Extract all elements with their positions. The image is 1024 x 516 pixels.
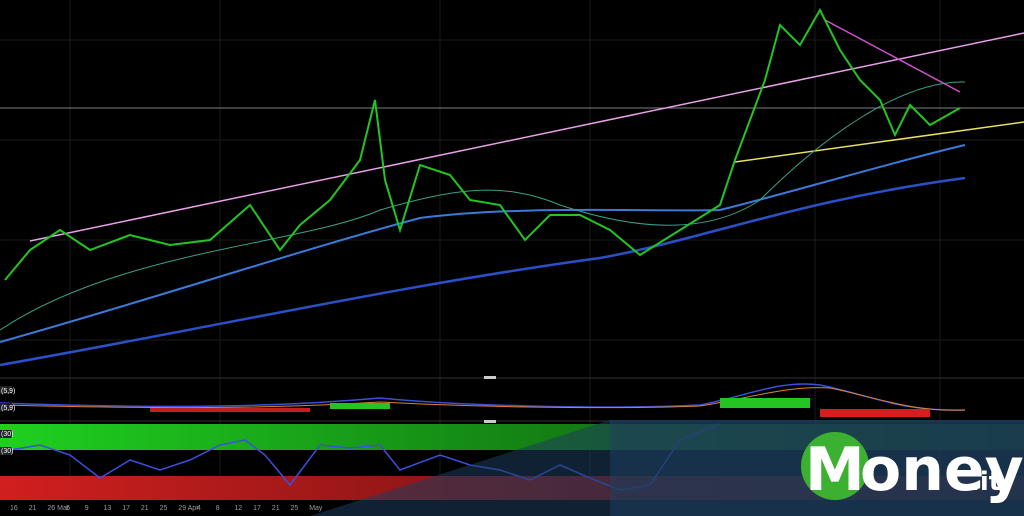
x-tick-label: 12 [234, 505, 242, 512]
x-tick-label: 25 [160, 505, 168, 512]
logo-suffix: .it [970, 467, 1001, 497]
moving-average-200 [0, 176, 966, 367]
x-tick-label: 17 [122, 505, 130, 512]
logo-overlay: M oney .it [310, 420, 1024, 516]
macd-pane: (5,9) (5,9) [0, 383, 966, 417]
x-tick-label: 8 [216, 505, 220, 512]
pane-handle[interactable] [484, 376, 496, 379]
x-tick-label: 5 [66, 505, 70, 512]
x-tick-label: 4 [197, 505, 201, 512]
x-tick-label: 21 [272, 505, 280, 512]
x-tick-label: 17 [253, 505, 261, 512]
macd-label: (5,9) [1, 388, 15, 395]
x-tick-label: 29 Apr [178, 505, 199, 512]
logo-m: M [805, 435, 865, 505]
pane-handle[interactable] [484, 420, 496, 423]
moving-average-100 [0, 144, 966, 343]
signal-label: (5,9) [1, 405, 15, 412]
logo-brand: oney [860, 435, 1024, 505]
x-tick-label: 9 [85, 505, 89, 512]
x-tick-label: May [309, 505, 323, 512]
x-tick-label: 21 [141, 505, 149, 512]
x-tick-label: 25 [291, 505, 299, 512]
moving-average-50 [0, 81, 966, 331]
trendline-descending [824, 19, 961, 93]
trendline-upper [29, 32, 1024, 242]
rsi-label: (30) [1, 448, 13, 455]
x-tick-label: 26 Mar [47, 505, 69, 512]
x-tick-label: 13 [104, 505, 112, 512]
x-tick-label: 16 [10, 505, 18, 512]
trendline-support [734, 121, 1024, 163]
price-candles [4, 7, 961, 281]
rsi-label: (30) [1, 431, 13, 438]
x-tick-label: 21 [29, 505, 37, 512]
